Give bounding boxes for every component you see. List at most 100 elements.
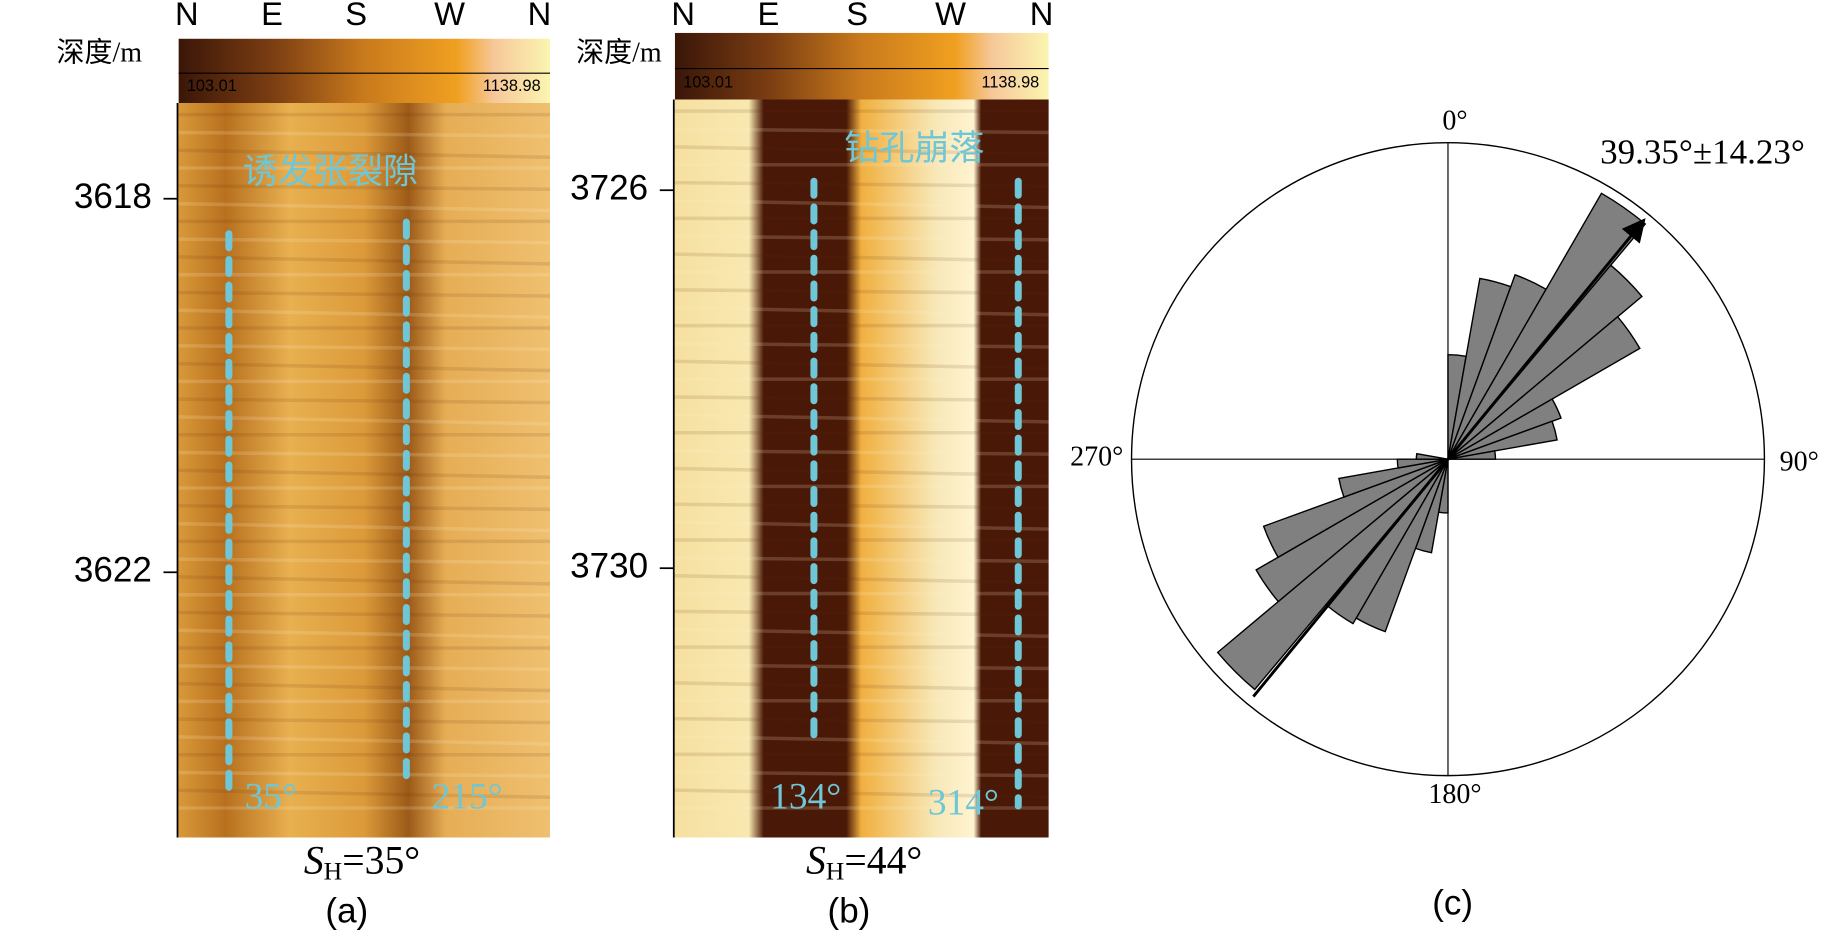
image-texture	[177, 237, 551, 245]
sh-symbol: S	[304, 838, 324, 882]
azimuth-label: 215°	[432, 777, 503, 818]
rose-petal	[1396, 458, 1449, 469]
colorbar-min: 103.01	[187, 77, 237, 95]
image-texture	[673, 627, 1049, 639]
sh-value: =44°	[844, 838, 922, 882]
colorbar-min: 103.01	[683, 73, 733, 91]
image-texture	[673, 663, 1049, 671]
compass-label: N	[175, 0, 199, 32]
image-texture	[177, 681, 551, 693]
mean-direction-label: 39.35°±14.23°	[1600, 133, 1805, 172]
image-texture	[177, 130, 551, 138]
image-texture	[177, 148, 551, 159]
compass-label: E	[261, 0, 283, 32]
depth-tick-label: 3618	[74, 177, 152, 216]
rose-petal	[1255, 458, 1449, 603]
sh-caption: SH=35°	[304, 838, 420, 885]
depth-tick-label: 3730	[570, 546, 648, 585]
image-texture	[177, 735, 551, 746]
image-texture	[177, 557, 551, 565]
image-texture	[673, 609, 1049, 617]
rose-petal	[1216, 458, 1449, 691]
image-texture	[673, 145, 1049, 156]
image-texture	[673, 770, 1049, 778]
image-texture	[673, 520, 1049, 531]
colorbar	[674, 32, 1049, 100]
image-texture	[673, 288, 1049, 296]
image-texture	[673, 198, 1049, 210]
compass-label: E	[757, 0, 779, 32]
image-texture	[673, 734, 1049, 746]
image-texture	[177, 717, 551, 725]
compass-label: S	[846, 0, 868, 32]
direction-label: 90°	[1780, 446, 1819, 477]
compass-label: W	[434, 0, 465, 32]
image-texture	[673, 180, 1049, 188]
rose-petal	[1447, 315, 1641, 460]
depth-tick-label: 3726	[570, 168, 648, 207]
sh-value: =35°	[342, 838, 420, 882]
direction-label: 180°	[1428, 779, 1481, 810]
image-texture	[177, 201, 551, 213]
sh-caption: SH=44°	[806, 838, 922, 885]
image-texture	[177, 628, 551, 640]
rose-petal	[1447, 420, 1558, 460]
direction-label: 270°	[1070, 442, 1123, 473]
image-texture	[177, 575, 551, 586]
image-texture	[673, 716, 1049, 724]
colorbar-max: 1138.98	[483, 77, 541, 95]
borehole-image	[177, 103, 551, 838]
feature-label: 钻孔崩落	[844, 129, 984, 168]
image-texture	[673, 359, 1049, 371]
panel-label: (a)	[325, 892, 368, 931]
image-texture	[177, 521, 551, 533]
image-texture	[673, 234, 1049, 242]
sh-subscript: H	[826, 857, 845, 886]
image-texture	[177, 290, 551, 298]
image-texture	[673, 341, 1049, 349]
image-texture	[673, 556, 1049, 564]
image-texture	[673, 502, 1049, 510]
depth-label: 深度/m	[56, 37, 142, 69]
rose-petal	[1415, 452, 1449, 460]
image-texture	[673, 681, 1049, 692]
image-texture	[177, 450, 551, 458]
image-texture	[673, 788, 1049, 799]
rose-petal	[1447, 264, 1643, 460]
azimuth-label: 134°	[770, 777, 841, 818]
image-texture	[673, 466, 1049, 478]
rose-petal	[1447, 398, 1562, 460]
colorbar-max: 1138.98	[981, 73, 1039, 91]
image-texture	[673, 448, 1049, 456]
borehole-image	[673, 99, 1049, 838]
rose-petal	[1447, 450, 1497, 460]
image-texture	[673, 252, 1049, 263]
compass-label: N	[528, 0, 552, 32]
rose-petal	[1262, 458, 1449, 559]
compass-label: W	[935, 0, 966, 32]
compass-label: N	[671, 0, 695, 32]
depth-tick-label: 3622	[74, 551, 152, 590]
azimuth-label: 314°	[928, 783, 999, 824]
image-texture	[177, 397, 551, 405]
image-texture	[177, 344, 551, 352]
azimuth-label: 35°	[245, 777, 297, 818]
panel-label: (c)	[1432, 883, 1473, 922]
image-texture	[177, 468, 551, 480]
sh-subscript: H	[324, 857, 343, 886]
sh-symbol: S	[806, 838, 826, 882]
image-texture	[177, 770, 551, 778]
direction-label: 0°	[1442, 105, 1467, 136]
compass-label: N	[1030, 0, 1054, 32]
rose-petal	[1338, 458, 1449, 498]
panel-label: (b)	[828, 892, 871, 931]
image-texture	[177, 255, 551, 266]
image-texture	[177, 664, 551, 672]
image-texture	[177, 415, 551, 426]
image-texture	[673, 127, 1049, 135]
mean-direction-arrow	[1252, 218, 1646, 698]
image-texture	[177, 610, 551, 618]
image-texture	[673, 395, 1049, 403]
image-texture	[177, 504, 551, 512]
